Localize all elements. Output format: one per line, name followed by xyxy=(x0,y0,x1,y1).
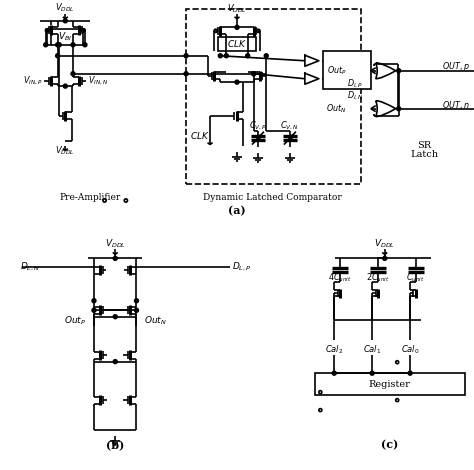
Text: Pre-Amplifier: Pre-Amplifier xyxy=(60,193,121,202)
Text: (c): (c) xyxy=(381,439,398,451)
Text: $V_{BI}$: $V_{BI}$ xyxy=(58,31,73,43)
PathPatch shape xyxy=(376,63,396,78)
Text: $D_{l,P}$: $D_{l,P}$ xyxy=(347,78,363,90)
Circle shape xyxy=(71,43,75,47)
Circle shape xyxy=(55,43,60,47)
Circle shape xyxy=(64,19,67,23)
Circle shape xyxy=(246,54,250,58)
Text: $CLK$: $CLK$ xyxy=(227,38,247,49)
Circle shape xyxy=(184,72,188,76)
Circle shape xyxy=(397,107,401,110)
Text: SR: SR xyxy=(418,141,432,150)
Text: $OUT,n$: $OUT,n$ xyxy=(442,99,470,110)
Circle shape xyxy=(264,54,268,58)
Text: $C_{unit}$: $C_{unit}$ xyxy=(406,271,425,283)
Text: $D_{l,N}$: $D_{l,N}$ xyxy=(347,90,364,102)
Circle shape xyxy=(397,69,401,73)
Text: $Cal_0$: $Cal_0$ xyxy=(401,344,419,356)
Circle shape xyxy=(44,43,48,47)
Circle shape xyxy=(184,54,188,58)
Circle shape xyxy=(383,257,387,260)
Circle shape xyxy=(408,371,412,375)
Bar xyxy=(218,37,256,51)
Circle shape xyxy=(71,72,75,76)
Text: (b): (b) xyxy=(106,439,124,451)
Circle shape xyxy=(224,54,228,58)
Circle shape xyxy=(57,43,61,47)
Circle shape xyxy=(92,308,96,312)
Text: $D_{L,P}$: $D_{L,P}$ xyxy=(232,260,252,273)
Circle shape xyxy=(252,72,255,76)
Circle shape xyxy=(83,43,87,47)
Text: $V_{DDL}$: $V_{DDL}$ xyxy=(105,237,126,250)
Text: $D_{L,N}$: $D_{L,N}$ xyxy=(20,260,41,273)
Circle shape xyxy=(64,84,67,88)
Text: (a): (a) xyxy=(228,205,246,216)
Text: $C_{V,N}$: $C_{V,N}$ xyxy=(280,119,300,132)
Circle shape xyxy=(235,25,239,30)
Circle shape xyxy=(113,360,117,364)
Text: $V_{IN,N}$: $V_{IN,N}$ xyxy=(88,75,109,87)
Circle shape xyxy=(370,371,374,375)
Text: $2C_{unit}$: $2C_{unit}$ xyxy=(366,271,390,283)
Circle shape xyxy=(92,299,96,303)
Text: $Out_P$: $Out_P$ xyxy=(327,64,347,77)
Text: $OUT,p$: $OUT,p$ xyxy=(442,60,470,73)
Bar xyxy=(315,373,465,395)
Text: $V_{IN,P}$: $V_{IN,P}$ xyxy=(23,75,42,87)
Text: Dynamic Latched Comparator: Dynamic Latched Comparator xyxy=(202,193,341,202)
Text: $C_{V,P}$: $C_{V,P}$ xyxy=(249,119,267,132)
Circle shape xyxy=(55,54,60,58)
Text: $CLK$: $CLK$ xyxy=(190,130,210,141)
Circle shape xyxy=(113,315,117,319)
Circle shape xyxy=(252,72,255,76)
Text: $Cal_2$: $Cal_2$ xyxy=(325,344,344,356)
Text: $V_{DDL}$: $V_{DDL}$ xyxy=(55,144,75,157)
Circle shape xyxy=(235,80,239,84)
PathPatch shape xyxy=(376,101,396,117)
Text: Register: Register xyxy=(369,380,410,389)
Text: $Out_N$: $Out_N$ xyxy=(326,102,347,115)
Text: $V_{DDL}$: $V_{DDL}$ xyxy=(227,3,247,15)
Circle shape xyxy=(113,257,117,260)
Circle shape xyxy=(332,371,336,375)
Text: Latch: Latch xyxy=(410,150,438,159)
Bar xyxy=(47,29,83,45)
Text: $Cal_1$: $Cal_1$ xyxy=(363,344,382,356)
Text: $4C_{unit}$: $4C_{unit}$ xyxy=(328,271,352,283)
Text: $Out_N$: $Out_N$ xyxy=(145,314,167,327)
Circle shape xyxy=(135,299,138,303)
Text: $V_{DDL}$: $V_{DDL}$ xyxy=(374,237,395,250)
Text: $V_{DDL}$: $V_{DDL}$ xyxy=(55,1,75,14)
Bar xyxy=(323,51,371,89)
Circle shape xyxy=(219,54,222,58)
Text: $Out_P$: $Out_P$ xyxy=(64,314,86,327)
Circle shape xyxy=(135,308,138,312)
